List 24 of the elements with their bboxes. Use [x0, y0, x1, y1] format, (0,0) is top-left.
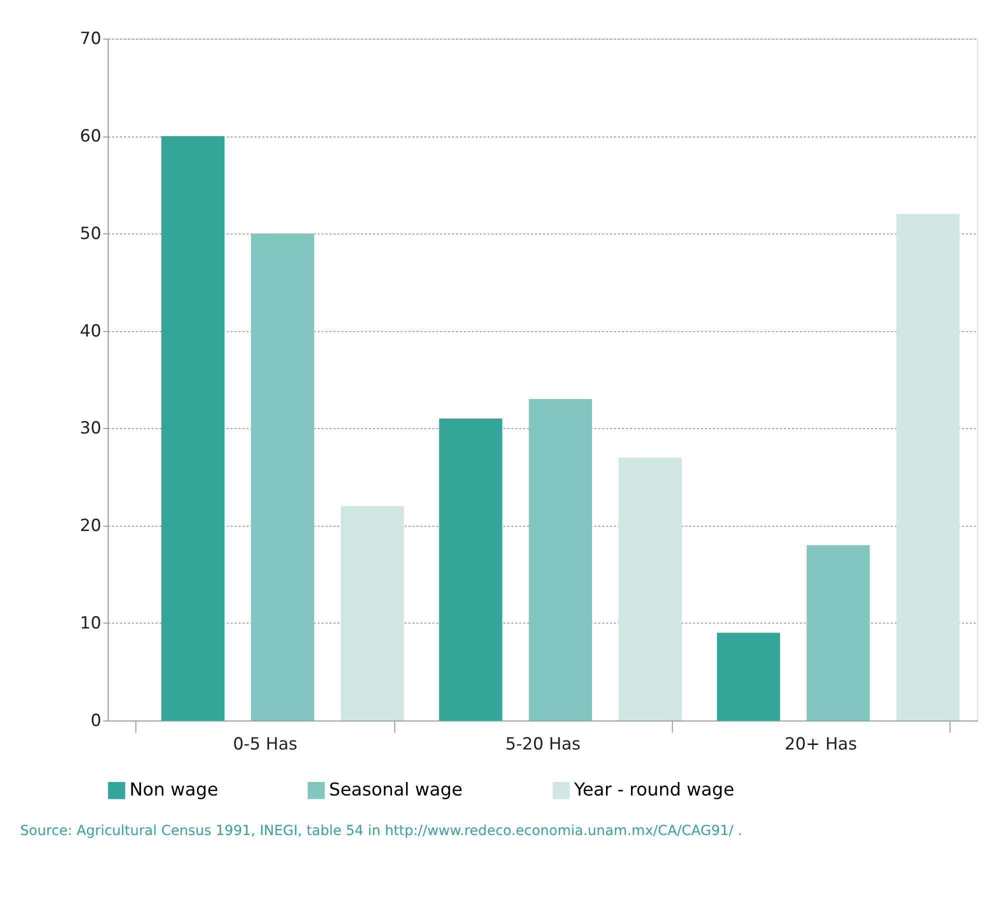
bar — [896, 214, 960, 720]
legend-label: Seasonal wage — [329, 780, 463, 801]
y-tick-label: 40 — [80, 320, 102, 340]
y-tick-label: 60 — [80, 126, 102, 146]
source-note: Source: Agricultural Census 1991, INEGI, table 54 in http://www.redeco.economia.unam.mx/CA/CAG91/ . — [20, 823, 742, 840]
y-tick-label: 0 — [90, 710, 102, 730]
x-tick-label: 20+ Has — [784, 734, 857, 754]
bar — [806, 545, 870, 720]
x-tick-label: 0-5 Has — [232, 734, 298, 754]
y-tick-label: 70 — [80, 28, 102, 48]
bar — [439, 418, 502, 720]
bar — [161, 136, 224, 720]
legend-label: Year - round wage — [573, 780, 734, 801]
bar — [716, 632, 780, 720]
bar — [618, 457, 682, 720]
y-tick-label: 50 — [80, 222, 102, 243]
bar — [340, 506, 404, 720]
y-tick-label: 10 — [80, 612, 102, 632]
legend-label: Non wage — [129, 780, 218, 801]
y-tick-label: 30 — [80, 418, 102, 438]
x-tick-label: 5-20 Has — [505, 734, 581, 754]
y-tick-label: 20 — [80, 515, 102, 536]
bar — [251, 233, 314, 720]
bar — [528, 399, 592, 720]
